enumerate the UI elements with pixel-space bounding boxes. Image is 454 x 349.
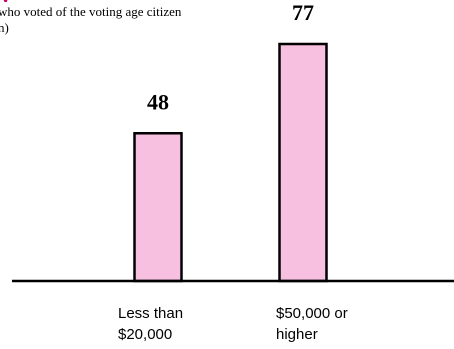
label-group: 48 Less than $20,000 77 $50,000 or higher (118, 0, 348, 343)
chart-subtitle: who voted of the voting age citizen n) (0, 4, 182, 35)
data-label-1: 48 (147, 89, 169, 114)
x-tick-label-2-line-1: $50,000 or (276, 305, 348, 322)
bar-1 (133, 132, 183, 283)
bar-2 (278, 42, 328, 283)
x-tick-label-1-line-2: $20,000 (118, 326, 172, 343)
x-tick-label-1-line-1: Less than (118, 305, 183, 322)
data-label-2: 77 (292, 0, 314, 25)
x-tick-label-2-line-2: higher (276, 326, 318, 343)
bar-group (133, 42, 328, 283)
chart-title-fragment: y (0, 0, 12, 2)
